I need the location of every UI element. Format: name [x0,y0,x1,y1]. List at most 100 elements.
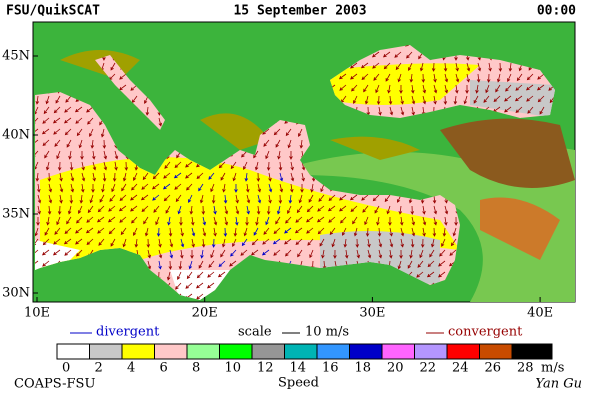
wind-arrow [444,84,449,94]
wind-arrow [97,227,105,234]
colorbar-swatch [349,343,383,360]
wind-arrow [389,227,393,237]
wind-arrow [75,227,83,234]
wind-arrow [56,216,61,226]
wind-arrow [140,194,149,201]
wind-arrow [177,205,182,215]
wind-arrow [352,95,358,104]
wind-arrow [230,161,237,170]
wind-arrow [422,205,426,215]
footer-right: Yan Gu [535,377,582,392]
wind-arrow [67,205,72,215]
wind-arrow [452,227,457,237]
wind-arrow [539,106,545,115]
lon-label: 20E [192,306,218,321]
wind-arrow [429,249,435,258]
wind-arrow [234,183,238,193]
wind-arrow [442,227,447,237]
wind-arrow [79,194,84,204]
wind-arrow [186,271,193,280]
wind-arrow [450,238,457,247]
wind-arrow [169,238,174,248]
wind-arrow [35,227,39,237]
wind-arrow [287,139,292,149]
wind-arrow [475,84,479,94]
wind-arrow [90,139,95,149]
wind-arrow [168,260,173,270]
wind-arrow [389,106,394,116]
map [32,21,576,303]
wind-arrow [486,73,491,83]
wind-arrow [407,260,413,269]
wind-arrow [163,172,171,179]
wind-arrow [426,271,435,278]
wind-arrow [35,95,40,105]
wind-arrow [275,139,281,148]
wind-arrow [495,84,501,93]
wind-arrow [185,172,193,179]
wind-arrow [476,73,481,83]
colorbar-tick: 20 [387,361,404,376]
wind-arrow [130,194,138,201]
wind-arrow [180,249,184,259]
wind-arrow [163,194,171,202]
wind-arrow [257,183,262,193]
wind-arrow [266,205,271,215]
sea-speed [40,157,460,270]
wind-arrow [199,194,204,204]
wind-arrow [411,216,416,226]
wind-arrow [399,84,403,94]
wind-arrow [185,161,193,168]
wind-arrow [295,216,303,223]
wind-arrow [45,161,50,171]
wind-arrow [273,128,281,136]
wind-arrow [433,205,438,215]
wind-arrow [339,205,347,212]
wind-arrow [536,84,545,91]
wind-arrow [202,227,207,237]
wind-arrow [191,227,196,237]
wind-arrow [112,172,117,182]
wind-arrow [355,238,360,248]
colorbar-tick: 12 [257,361,274,376]
wind-arrow [188,260,193,270]
wind-arrow [233,227,238,237]
wind-arrow [146,238,151,248]
wind-arrow [251,238,259,246]
wind-arrow [174,161,182,169]
wind-arrow [341,227,347,236]
wind-arrow [466,73,470,83]
wind-arrow [288,194,293,204]
wind-arrow [297,249,303,258]
wind-arrow [45,95,50,105]
terrain [280,146,575,302]
wind-arrow [397,260,402,270]
wind-arrow [289,150,293,160]
colorbar-swatch [316,343,350,360]
wind-arrow [80,150,84,160]
wind-arrow [152,194,160,201]
wind-arrow [191,216,195,226]
colorbar-swatch [186,343,220,360]
wind-arrow [224,216,229,226]
wind-arrow [210,183,215,193]
wind-arrow [76,128,83,137]
wind-arrow [87,117,94,125]
wind-arrow [217,271,226,278]
wind-arrow [301,172,305,182]
wind-arrow [453,95,458,105]
wind-arrow [158,249,163,259]
wind-arrow [97,205,105,213]
legend-divergent: divergent [96,325,160,340]
wind-arrow [276,205,281,215]
wind-arrow [386,205,391,215]
wind-arrow [85,227,94,234]
wind-arrow [306,205,314,213]
colorbar-tick: 0 [62,361,70,376]
wind-arrow [372,62,380,69]
wind-arrow [431,62,436,72]
wind-arrow [406,51,413,59]
wind-arrow [432,227,437,237]
wind-arrow [41,128,50,135]
colorbar-tick: 24 [452,361,469,376]
